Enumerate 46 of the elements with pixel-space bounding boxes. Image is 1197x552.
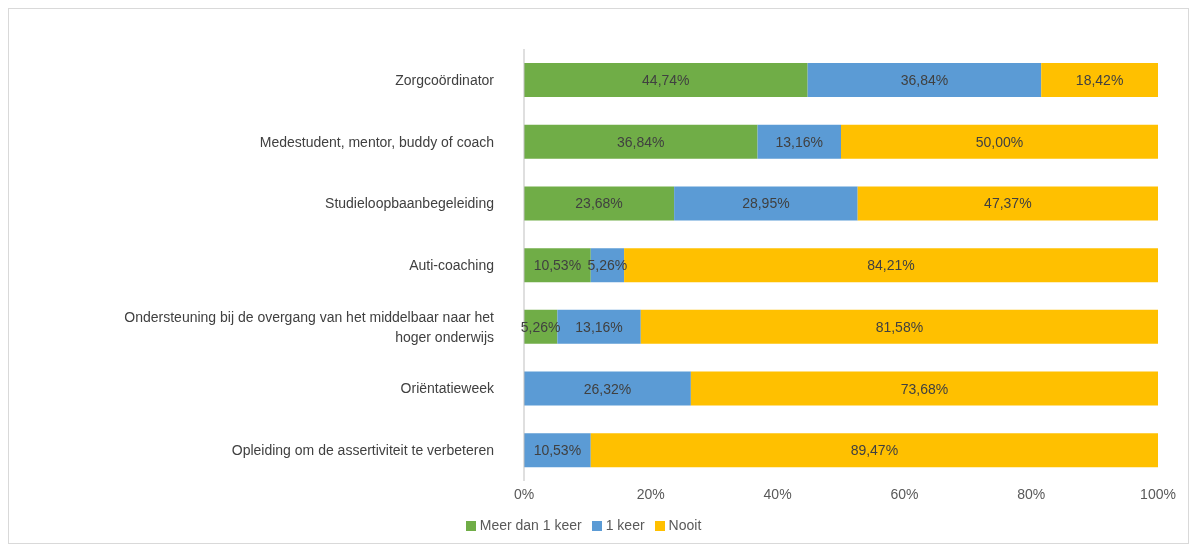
y-tick-label: Auti-coaching	[409, 257, 494, 273]
x-tick-label: 100%	[1140, 485, 1176, 502]
data-label: 23,68%	[575, 195, 623, 212]
bar	[640, 309, 1158, 344]
bar	[590, 433, 1158, 468]
data-label: 81,58%	[875, 318, 924, 335]
x-tick-label: 0%	[513, 485, 535, 502]
x-tick-label: 80%	[1017, 485, 1046, 502]
data-label: 44,74%	[642, 72, 690, 88]
y-tick-label: Studieloopbaanbegeleiding	[325, 195, 494, 212]
data-label: 36,84%	[900, 72, 949, 88]
data-label: 18,42%	[1075, 72, 1124, 88]
data-label: 10,53%	[533, 442, 582, 459]
data-label: 10,53%	[533, 257, 582, 274]
data-label: 36,84%	[617, 133, 665, 150]
data-label: 26,32%	[583, 380, 632, 397]
data-label: 47,37%	[984, 195, 1032, 212]
data-label: 13,16%	[575, 318, 623, 335]
data-label: 89,47%	[850, 442, 899, 459]
bar	[524, 186, 675, 221]
data-label: 50,00%	[975, 133, 1024, 150]
y-tick-label: Medestudent, mentor, buddy of coach	[259, 133, 494, 150]
bar	[757, 124, 841, 159]
data-label: 84,21%	[867, 257, 915, 274]
bar	[1041, 63, 1158, 97]
legend-label: Meer dan 1 keer	[479, 517, 582, 533]
data-label: 28,95%	[742, 195, 790, 212]
data-label: 73,68%	[900, 380, 949, 397]
bar	[674, 186, 858, 221]
bar	[807, 63, 1042, 97]
x-tick-label: 20%	[636, 485, 665, 502]
legend-label: 1 keer	[605, 517, 645, 533]
y-tick-label: Ondersteuning bij de overgang van het middelbaar naar het hoger onderwijs	[124, 308, 495, 345]
bar	[857, 186, 1158, 221]
y-tick-label: Zorgcoördinator	[395, 71, 495, 88]
x-tick-label: 60%	[890, 485, 919, 502]
y-tick-label: Oriëntatieweek	[400, 380, 495, 397]
y-tick-label: Opleiding om de assertiviteit te verbeteren	[231, 442, 494, 459]
bar	[524, 124, 758, 159]
data-label: 13,16%	[775, 133, 824, 150]
bar	[524, 63, 808, 97]
x-tick-label: 40%	[763, 485, 792, 502]
bar	[841, 124, 1158, 159]
bar	[524, 371, 691, 406]
legend-label: Nooit	[668, 517, 702, 533]
bar	[690, 371, 1158, 406]
